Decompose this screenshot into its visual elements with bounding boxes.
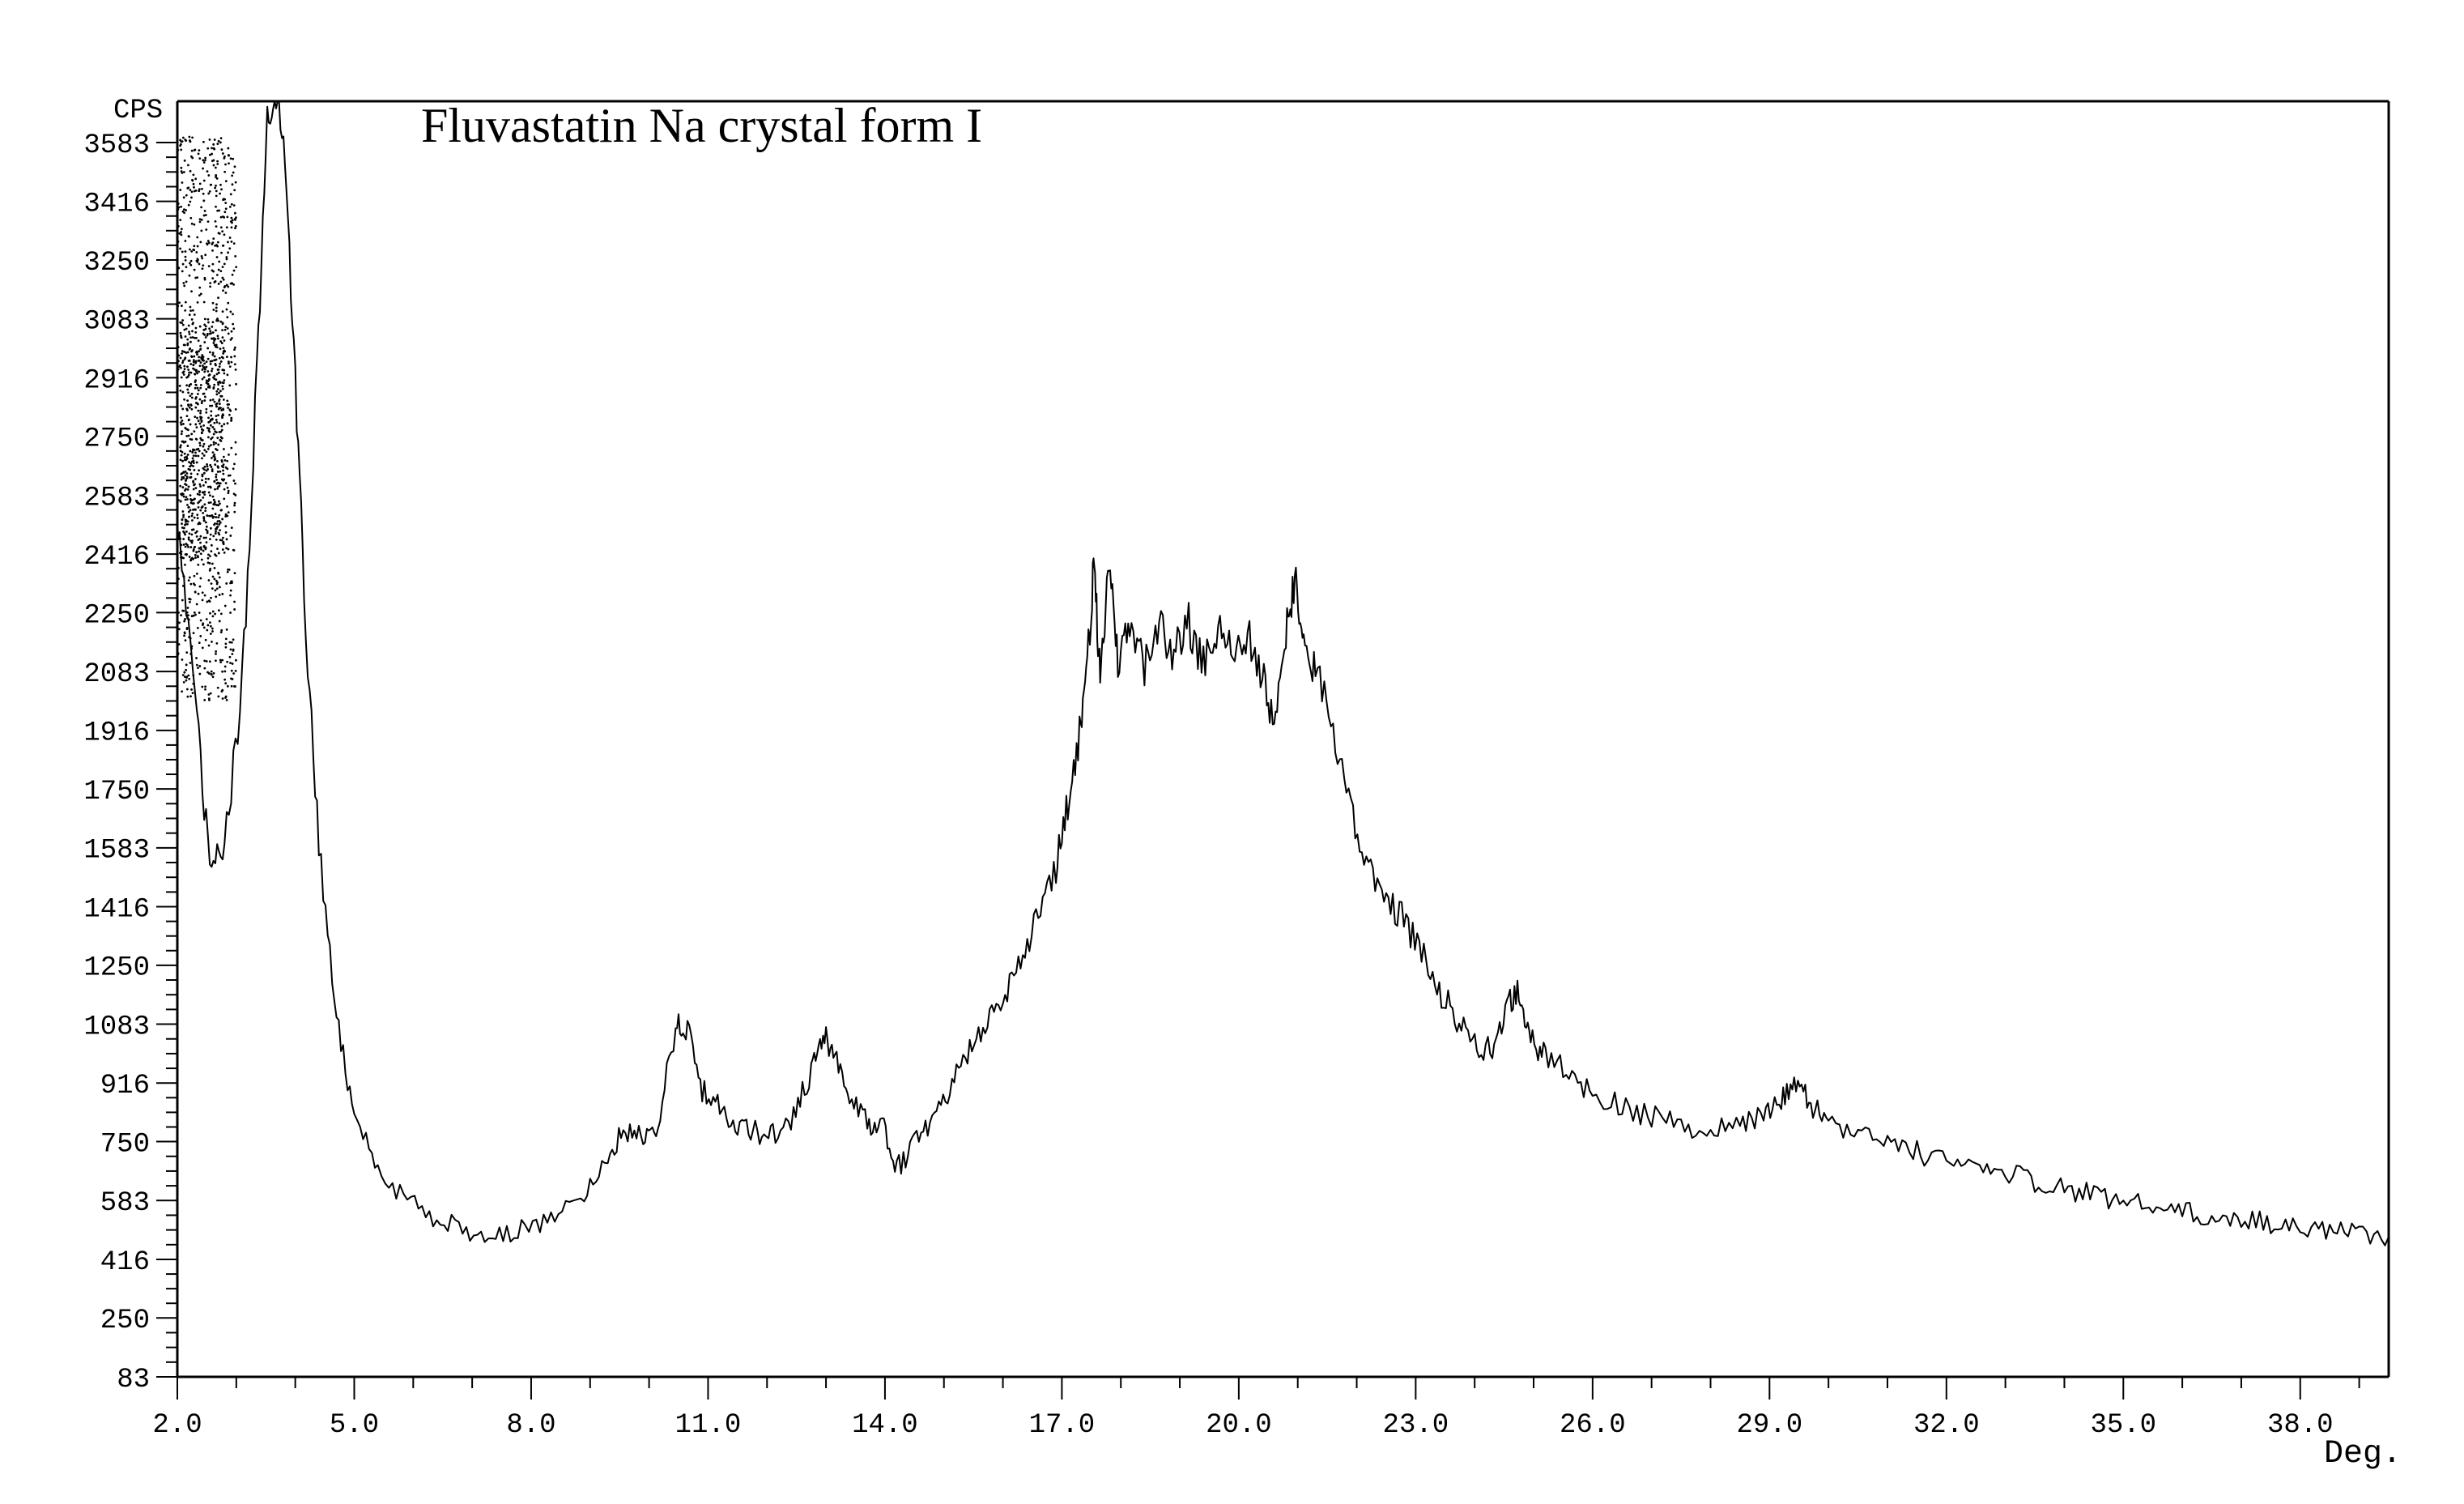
y-tick-label: 416 xyxy=(100,1247,150,1278)
y-tick-label: 3083 xyxy=(83,307,150,338)
x-axis-label: Deg. xyxy=(2324,1436,2402,1472)
y-tick-label: 3416 xyxy=(83,190,150,220)
y-tick-label: 1583 xyxy=(83,836,150,867)
y-tick-label: 2083 xyxy=(83,659,150,690)
x-tick-label: 8.0 xyxy=(506,1410,555,1441)
y-tick-label: 2750 xyxy=(83,424,150,455)
y-tick-label: 2250 xyxy=(83,600,150,631)
x-tick-label: 2.0 xyxy=(152,1410,202,1441)
y-tick-label: 83 xyxy=(117,1365,150,1395)
x-tick-label: 26.0 xyxy=(1560,1410,1626,1441)
y-tick-label: 1416 xyxy=(83,894,150,925)
y-tick-label: 583 xyxy=(100,1188,150,1219)
y-tick-label: 2416 xyxy=(83,542,150,573)
y-tick-label: 2916 xyxy=(83,365,150,396)
y-tick-label: 1916 xyxy=(83,718,150,749)
y-tick-label: 916 xyxy=(100,1071,150,1101)
y-tick-label: 3583 xyxy=(83,130,150,161)
x-tick-label: 29.0 xyxy=(1737,1410,1803,1441)
y-tick-label: 3250 xyxy=(83,248,150,279)
x-tick-label: 14.0 xyxy=(852,1410,918,1441)
y-tick-label: 1250 xyxy=(83,953,150,984)
y-tick-label: 250 xyxy=(100,1306,150,1336)
x-tick-label: 11.0 xyxy=(675,1410,742,1441)
y-axis-label: CPS xyxy=(113,96,163,126)
x-tick-label: 17.0 xyxy=(1029,1410,1096,1441)
x-tick-label: 35.0 xyxy=(2090,1410,2156,1441)
y-tick-label: 1750 xyxy=(83,777,150,807)
x-tick-label: 5.0 xyxy=(330,1410,379,1441)
y-tick-label: 750 xyxy=(100,1129,150,1160)
x-tick-label: 23.0 xyxy=(1383,1410,1449,1441)
x-tick-label: 32.0 xyxy=(1913,1410,1980,1441)
xrd-chart: 83 250 416 583 750 916 1083 1250 1416 1583 1750 191… xyxy=(0,0,2464,1504)
x-tick-label: 20.0 xyxy=(1206,1410,1272,1441)
chart-container: 83 250 416 583 750 916 1083 1250 1416 1583 1750 191… xyxy=(0,0,2464,1504)
chart-title: Fluvastatin Na crystal form I xyxy=(421,99,982,152)
y-tick-label: 1083 xyxy=(83,1012,150,1042)
y-tick-label: 2583 xyxy=(83,483,150,513)
